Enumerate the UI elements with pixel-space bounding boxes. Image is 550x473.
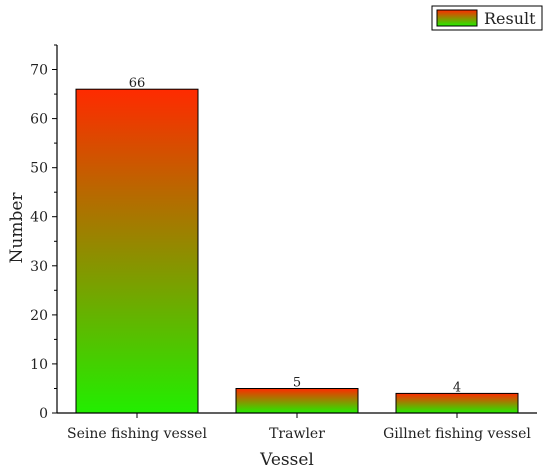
y-axis-title: Number	[7, 192, 27, 264]
data-label: 4	[453, 380, 461, 395]
x-ticks-group: Seine fishing vessel Trawler Gillnet fishi…	[67, 413, 531, 442]
x-tick-label: Trawler	[269, 426, 325, 442]
bar-gillnet-fishing-vessel	[395, 392, 519, 414]
y-tick-label: 50	[30, 161, 48, 177]
legend: Result	[431, 5, 543, 31]
y-tick-label: 30	[30, 259, 48, 275]
y-tick-label: 0	[39, 406, 48, 422]
bars-group: 66 5 4	[75, 76, 519, 414]
legend-label: Result	[484, 9, 536, 28]
bar-trawler	[235, 388, 359, 414]
legend-swatch	[436, 9, 478, 27]
y-tick-label: 20	[30, 308, 48, 324]
x-tick-label: Gillnet fishing vessel	[383, 426, 531, 442]
x-axis-title: Vessel	[259, 450, 314, 470]
y-tick-label: 60	[30, 112, 48, 128]
y-tick-label: 70	[30, 63, 48, 79]
data-label: 66	[129, 76, 146, 91]
x-tick-label: Seine fishing vessel	[67, 426, 207, 442]
bar-seine-fishing-vessel	[75, 88, 199, 414]
y-ticks-group: 0 10 20 30 40 50 60 70	[30, 44, 57, 422]
data-label: 5	[293, 376, 301, 391]
y-tick-label: 40	[30, 210, 48, 226]
y-tick-label: 10	[30, 357, 48, 373]
